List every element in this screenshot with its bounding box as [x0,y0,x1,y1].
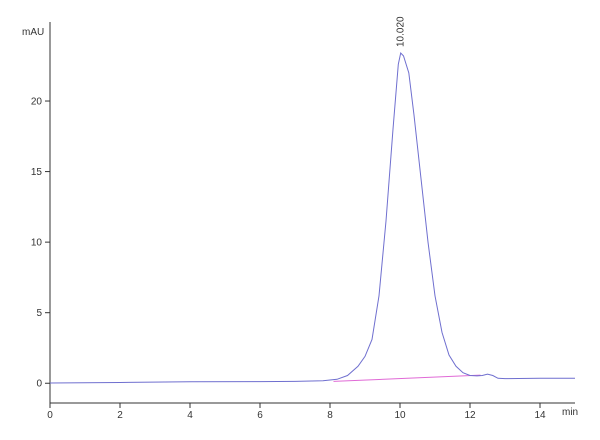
y-tick-label: 15 [31,167,43,178]
x-tick-label: 12 [464,410,476,421]
x-axis-unit-label: min [562,407,578,418]
y-tick-label: 20 [31,97,43,108]
x-tick-label: 0 [47,410,53,421]
y-tick-label: 5 [36,308,42,319]
y-tick-label: 10 [31,238,43,249]
x-tick-label: 4 [187,410,193,421]
peak-retention-time-label: 10.020 [396,16,407,47]
x-tick-label: 14 [534,410,546,421]
y-tick-label: 0 [36,379,42,390]
integration-baseline [333,374,481,382]
x-tick-label: 6 [257,410,263,421]
x-tick-label: 8 [327,410,333,421]
signal-trace [49,51,576,384]
y-axis-unit-label: mAU [22,27,44,38]
x-tick-label: 10 [394,410,406,421]
x-tick-label: 2 [117,410,123,421]
